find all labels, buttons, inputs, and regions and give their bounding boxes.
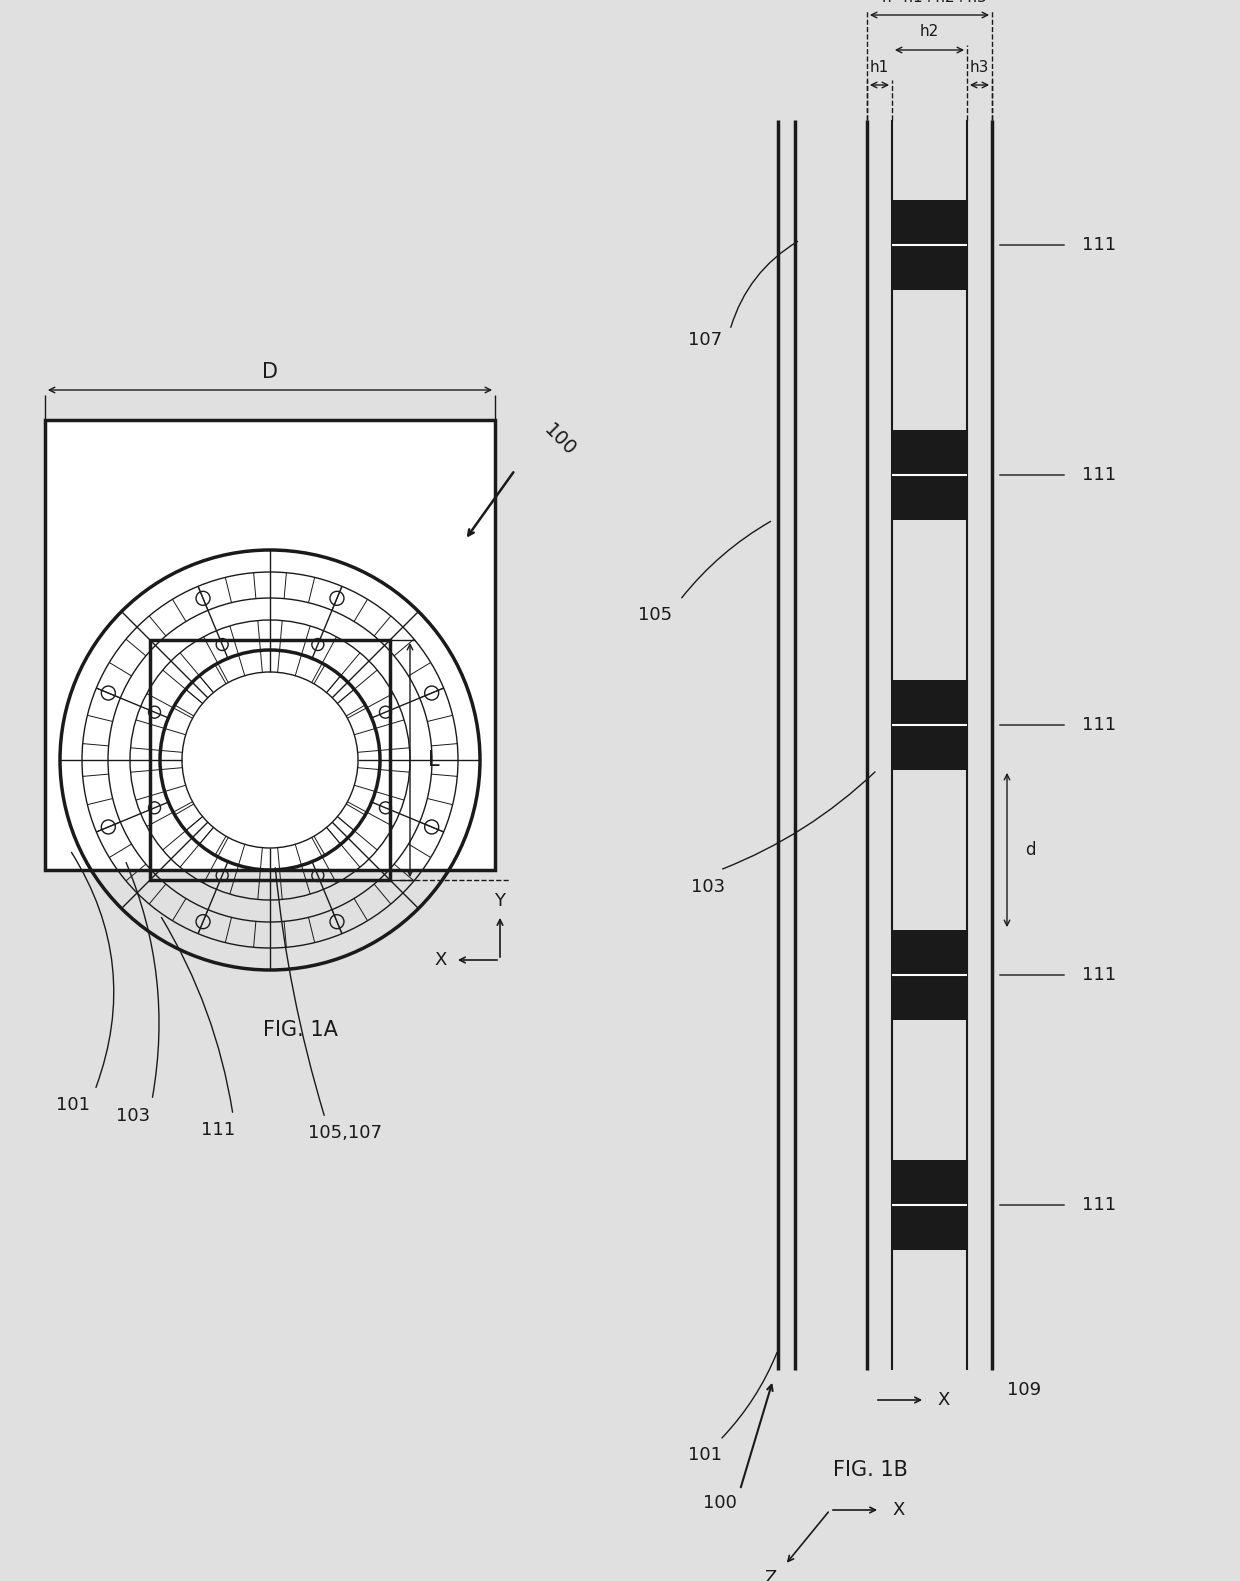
Text: Z: Z: [764, 1568, 776, 1581]
Text: 100: 100: [539, 421, 579, 460]
Bar: [892, 680, 967, 770]
Text: h=h1+h2+h3: h=h1+h2+h3: [882, 0, 987, 5]
Text: 111: 111: [201, 1121, 236, 1138]
Text: h3: h3: [970, 60, 990, 74]
Text: h1: h1: [870, 60, 889, 74]
Text: X: X: [937, 1391, 950, 1409]
Text: 111: 111: [1083, 1195, 1116, 1214]
Text: 100: 100: [703, 1494, 737, 1511]
Text: X: X: [435, 952, 448, 969]
Text: 109: 109: [1007, 1380, 1042, 1399]
Text: 105: 105: [637, 606, 672, 624]
Text: 111: 111: [1083, 966, 1116, 983]
Text: 111: 111: [1083, 716, 1116, 734]
Bar: [150, 640, 391, 881]
Text: Y: Y: [495, 892, 506, 911]
Text: h2: h2: [920, 24, 939, 40]
Bar: [892, 930, 967, 1020]
Text: 101: 101: [688, 1447, 722, 1464]
Text: 107: 107: [688, 330, 722, 349]
Bar: [892, 201, 967, 289]
Text: FIG. 1A: FIG. 1A: [263, 1020, 337, 1040]
Text: 101: 101: [56, 1096, 91, 1115]
Text: 111: 111: [1083, 236, 1116, 255]
Text: 111: 111: [1083, 466, 1116, 484]
Bar: [892, 1160, 967, 1251]
Text: X: X: [892, 1500, 904, 1519]
Text: 105,107: 105,107: [308, 1124, 382, 1141]
Text: L: L: [428, 749, 440, 770]
Text: 103: 103: [691, 877, 725, 896]
Bar: [892, 430, 967, 520]
Text: d: d: [1025, 841, 1035, 858]
Bar: [45, 421, 495, 870]
Text: FIG. 1B: FIG. 1B: [832, 1459, 908, 1480]
Text: 103: 103: [115, 1107, 150, 1126]
Text: D: D: [262, 362, 278, 383]
